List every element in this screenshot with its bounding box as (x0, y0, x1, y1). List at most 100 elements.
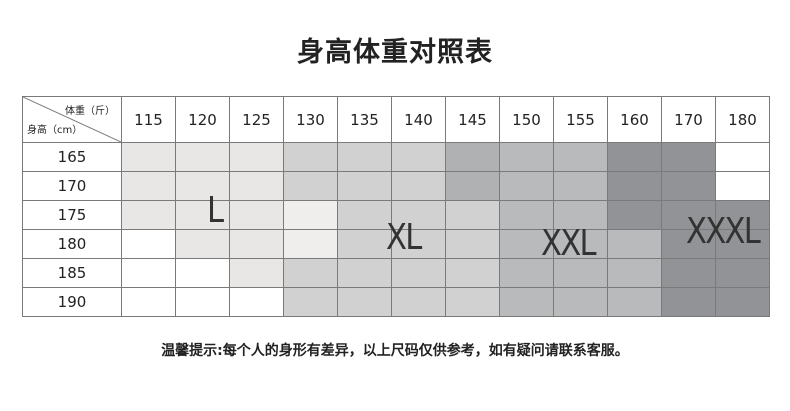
size-cell (661, 287, 716, 317)
size-cell (121, 142, 176, 172)
weight-header: 140 (391, 96, 446, 143)
size-label-xxxl: XXXL (686, 211, 761, 252)
size-cell (175, 258, 230, 288)
size-chart-table: 体重（斤） 身高（cm） 115 120 125 130 135 140 145 150 155… (22, 96, 770, 317)
weight-header: 170 (661, 96, 716, 143)
size-cell (175, 142, 230, 172)
table-row: 180 (22, 229, 770, 259)
size-cell (283, 200, 338, 230)
size-cell (553, 142, 608, 172)
weight-header: 120 (175, 96, 230, 143)
diagonal-line (23, 97, 121, 142)
size-cell (499, 287, 554, 317)
size-cell (715, 287, 770, 317)
size-cell (229, 229, 284, 259)
size-cell (283, 142, 338, 172)
weight-header: 145 (445, 96, 500, 143)
height-header: 180 (22, 229, 122, 259)
table-row: 165 (22, 142, 770, 172)
size-cell (607, 258, 662, 288)
corner-cell: 体重（斤） 身高（cm） (22, 96, 122, 143)
size-cell (391, 171, 446, 201)
table-row: 175 (22, 200, 770, 230)
size-cell (283, 229, 338, 259)
size-cell (391, 258, 446, 288)
size-cell (229, 142, 284, 172)
size-cell (391, 200, 446, 230)
size-cell (661, 258, 716, 288)
height-header: 165 (22, 142, 122, 172)
size-cell (553, 287, 608, 317)
size-cell (661, 171, 716, 201)
size-cell (445, 142, 500, 172)
size-cell (337, 171, 392, 201)
size-cell (337, 229, 392, 259)
size-cell (715, 258, 770, 288)
size-cell (121, 200, 176, 230)
size-cell (715, 142, 770, 172)
size-cell (121, 287, 176, 317)
height-header: 170 (22, 171, 122, 201)
size-cell (715, 171, 770, 201)
size-cell (283, 287, 338, 317)
weight-axis-label: 体重（斤） (65, 106, 115, 117)
size-cell (229, 258, 284, 288)
size-cell (391, 142, 446, 172)
size-cell (337, 287, 392, 317)
tip-note: 温馨提示:每个人的身形有差异，以上尺码仅供参考，如有疑问请联系客服。 (161, 343, 629, 359)
size-cell (607, 142, 662, 172)
size-cell (661, 200, 716, 230)
height-header: 175 (22, 200, 122, 230)
size-cell (715, 200, 770, 230)
table-row: 170 (22, 171, 770, 201)
size-cell (499, 200, 554, 230)
weight-header: 155 (553, 96, 608, 143)
weight-header: 115 (121, 96, 176, 143)
size-cell (337, 258, 392, 288)
size-cell (229, 287, 284, 317)
size-cell (175, 229, 230, 259)
size-cell (499, 142, 554, 172)
size-cell (661, 142, 716, 172)
size-cell (607, 171, 662, 201)
page-title: 身高体重对照表 (297, 37, 493, 68)
size-label-xxl: XXL (541, 223, 597, 264)
weight-header: 130 (283, 96, 338, 143)
weight-header: 135 (337, 96, 392, 143)
size-cell (175, 287, 230, 317)
size-cell (121, 171, 176, 201)
size-cell (445, 287, 500, 317)
size-cell (121, 258, 176, 288)
size-label-l: L (207, 190, 224, 231)
weight-header: 160 (607, 96, 662, 143)
size-cell (553, 171, 608, 201)
size-cell (229, 200, 284, 230)
size-cell (175, 171, 230, 201)
size-cell (445, 258, 500, 288)
weight-header: 180 (715, 96, 770, 143)
height-header: 185 (22, 258, 122, 288)
size-cell (553, 258, 608, 288)
size-cell (283, 258, 338, 288)
table-row: 185 (22, 258, 770, 288)
size-cell (607, 229, 662, 259)
size-cell (499, 171, 554, 201)
weight-header: 150 (499, 96, 554, 143)
size-cell (715, 229, 770, 259)
size-cell (283, 171, 338, 201)
size-cell (607, 200, 662, 230)
size-cell (391, 287, 446, 317)
size-cell (175, 200, 230, 230)
size-cell (445, 171, 500, 201)
size-cell (445, 229, 500, 259)
size-cell (445, 200, 500, 230)
size-label-xl: XL (386, 217, 422, 258)
height-axis-label: 身高（cm） (27, 125, 83, 136)
size-cell (229, 171, 284, 201)
height-header: 190 (22, 287, 122, 317)
size-cell (337, 142, 392, 172)
table-row: 190 (22, 287, 770, 317)
size-cell (121, 229, 176, 259)
size-cell (499, 258, 554, 288)
size-cell (607, 287, 662, 317)
